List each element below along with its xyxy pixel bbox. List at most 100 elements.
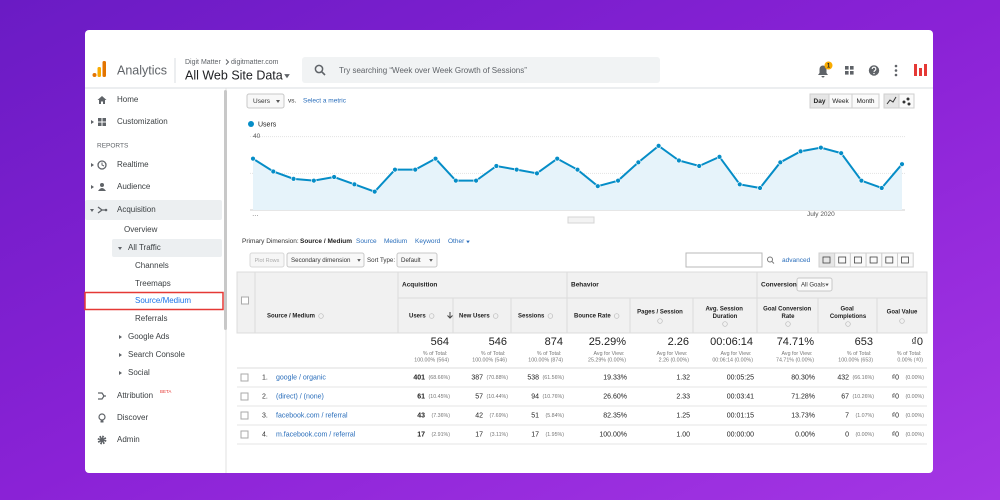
search-placeholder[interactable]: Try searching “Week over Week Growth of … [339,66,527,75]
data-point [412,166,418,173]
row-checkbox[interactable] [240,430,249,439]
property-name[interactable]: digitmatter.com [231,59,279,66]
help-tooltip-icon[interactable] [785,321,791,327]
nav-item[interactable]: Search Console [128,350,185,359]
table-view-button[interactable] [897,252,914,268]
notifications-icon[interactable] [818,65,828,78]
column-header[interactable]: Avg. Session Duration [705,306,744,320]
nav-item[interactable]: Admin [117,435,140,444]
table-view-button[interactable] [849,252,867,268]
nav-item[interactable]: Attribution [117,391,153,400]
nav-item[interactable]: Discover [117,413,148,422]
realtime-icon [101,162,105,167]
nav-item[interactable]: Acquisition [117,205,156,214]
row-dimension-link[interactable]: (direct) / (none) [276,393,324,400]
total-value: 564 [431,336,449,348]
apps-icon[interactable] [850,66,854,70]
dimension-option[interactable]: Other [448,238,465,245]
table-search-input[interactable] [685,252,763,268]
period-button[interactable] [851,93,880,109]
caret-icon [91,163,94,167]
nav-item[interactable]: Referrals [135,314,167,323]
column-header[interactable]: Goal Value [887,310,918,316]
goal-selector[interactable] [796,277,833,292]
row-checkbox[interactable] [240,411,249,420]
dimension-option[interactable]: Keyword [415,238,441,245]
help-icon[interactable] [868,65,880,76]
sort-type-select[interactable] [396,252,438,268]
cell-share: (66.16%) [853,375,875,381]
dimension-option[interactable]: Medium [384,238,407,245]
column-header[interactable]: Sessions [518,314,545,320]
help-tooltip-icon[interactable] [657,318,663,324]
nav-item[interactable]: Social [128,368,150,377]
table-view-button[interactable] [834,252,851,268]
cell-value: 67 [841,393,849,400]
help-tooltip-icon[interactable] [614,313,620,319]
help-tooltip-icon[interactable] [722,321,728,327]
help-tooltip-icon[interactable] [429,313,435,319]
help-tooltip-icon[interactable] [318,313,324,319]
cell-value: 43 [417,412,425,419]
row-dimension-link[interactable]: m.facebook.com / referral [276,431,356,438]
table-search-icon[interactable] [767,256,773,263]
secondary-dimension-select[interactable] [286,252,365,268]
cell-value: 00:03:41 [727,393,754,400]
account-name[interactable]: Digit Matter [185,59,221,66]
nav-item[interactable]: Channels [135,261,169,270]
nav-item[interactable]: Overview [124,225,158,234]
help-tooltip-icon[interactable] [899,318,905,324]
row-dimension-link[interactable]: google / organic [276,374,326,381]
table-view-button[interactable] [865,252,883,268]
help-tooltip-icon[interactable] [547,313,554,319]
column-header[interactable]: Goal Completions [830,306,867,320]
nav-item[interactable]: Realtime [117,160,149,169]
column-header[interactable]: Pages / Session [637,310,683,316]
row-checkbox[interactable] [240,392,249,401]
compare-metric-link[interactable]: Select a metric [303,98,347,105]
column-header[interactable]: Goal Conversion Rate [763,306,813,320]
nav-item[interactable]: Audience [117,182,151,191]
admin-icon [97,435,107,445]
nav-item[interactable]: Customization [117,117,168,126]
help-tooltip-icon[interactable] [845,321,851,327]
view-selector[interactable]: All Web Site Data [185,68,283,82]
metric-select[interactable] [246,93,285,109]
data-point [595,183,601,189]
column-header[interactable]: Bounce Rate [574,314,611,320]
advanced-link[interactable]: advanced [782,257,811,264]
table-view-button[interactable] [881,252,898,268]
row-dimension-link[interactable]: facebook.com / referral [276,412,348,419]
cell-value: 13.73% [791,412,815,419]
more-icon[interactable] [894,73,898,77]
total-value: 25.29% [589,336,627,348]
primary-dimension-label: Primary Dimension: [242,238,299,245]
row-checkbox[interactable] [240,373,249,382]
chart-type-button[interactable] [898,93,915,109]
customization-icon [98,118,102,122]
nav-item[interactable]: All Traffic [128,243,161,252]
sort-type-label: Sort Type: [367,257,395,264]
column-header[interactable]: Users [409,314,426,320]
nav-item[interactable]: Treemaps [135,279,171,288]
apps-icon[interactable] [845,66,849,70]
account-avatar[interactable] [914,64,917,76]
data-point [392,166,398,173]
nav-item[interactable]: Home [117,95,139,104]
help-tooltip-icon[interactable] [493,313,499,319]
nav-item[interactable]: Google Ads [128,332,169,341]
nav-item[interactable]: Source/Medium [135,296,191,305]
table-view-icon [885,256,894,264]
caret-icon [119,335,122,339]
table-view-button[interactable] [818,252,836,268]
search-box[interactable] [302,57,660,83]
select-all-checkbox[interactable] [241,296,249,305]
more-icon[interactable] [894,64,898,68]
cell-share: (0.00%) [905,432,924,438]
more-icon[interactable] [894,69,898,72]
cell-value: 00:01:15 [727,412,754,419]
apps-icon[interactable] [850,71,854,75]
column-header[interactable]: New Users [459,314,490,320]
apps-icon[interactable] [845,71,849,75]
dimension-option[interactable]: Source [356,238,377,245]
